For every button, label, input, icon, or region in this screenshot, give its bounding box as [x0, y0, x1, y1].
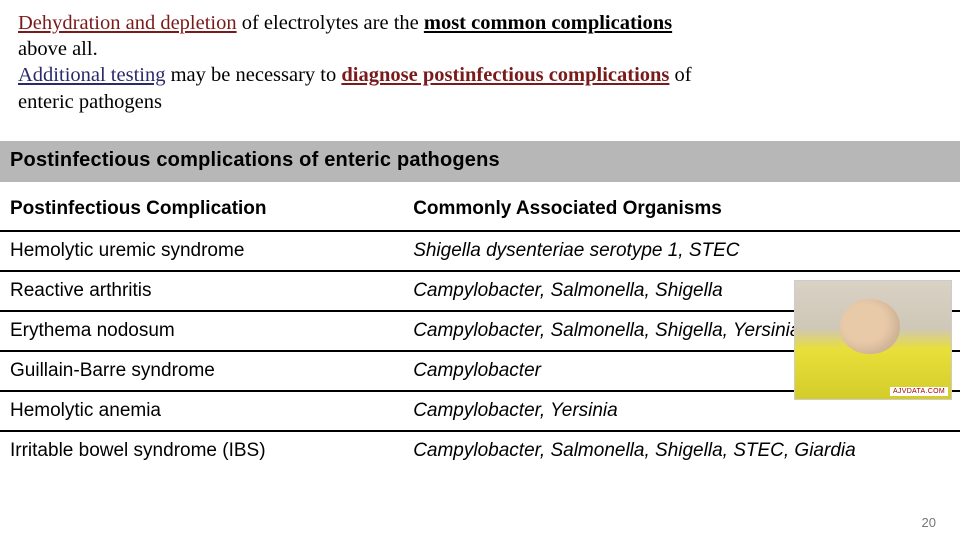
intro-part5: Additional testing	[18, 64, 165, 86]
table-header-row: Postinfectious Complication Commonly Ass…	[0, 182, 960, 231]
image-watermark: AJVDATA.COM	[890, 387, 948, 396]
intro-part4: above all.	[18, 38, 98, 60]
cell-c2: Shigella dysenteriae serotype 1, STEC	[403, 231, 960, 271]
cell-c2: Campylobacter, Salmonella, Shigella, STE…	[403, 431, 960, 470]
cell-c1: Erythema nodosum	[0, 311, 403, 351]
header-col1: Postinfectious Complication	[0, 182, 403, 231]
intro-paragraph: Dehydration and depletion of electrolyte…	[0, 0, 960, 121]
cell-c1: Reactive arthritis	[0, 271, 403, 311]
table-title: Postinfectious complications of enteric …	[0, 141, 960, 182]
cell-c1: Irritable bowel syndrome (IBS)	[0, 431, 403, 470]
cell-c1: Hemolytic anemia	[0, 391, 403, 431]
intro-part3: most common complications	[424, 12, 672, 34]
intro-part8: of	[669, 64, 691, 86]
table-row: Hemolytic uremic syndrome Shigella dysen…	[0, 231, 960, 271]
page-number: 20	[922, 515, 936, 530]
intro-part7: diagnose postinfectious complications	[341, 64, 669, 86]
intro-part1: Dehydration and depletion	[18, 12, 237, 34]
infant-photo-placeholder: AJVDATA.COM	[794, 280, 952, 400]
table-row: Irritable bowel syndrome (IBS) Campyloba…	[0, 431, 960, 470]
cell-c1: Hemolytic uremic syndrome	[0, 231, 403, 271]
intro-part6: may be necessary to	[165, 64, 341, 86]
intro-part9: enteric pathogens	[18, 91, 162, 113]
intro-part2: of electrolytes are the	[237, 12, 424, 34]
header-col2: Commonly Associated Organisms	[403, 182, 960, 231]
cell-c1: Guillain-Barre syndrome	[0, 351, 403, 391]
